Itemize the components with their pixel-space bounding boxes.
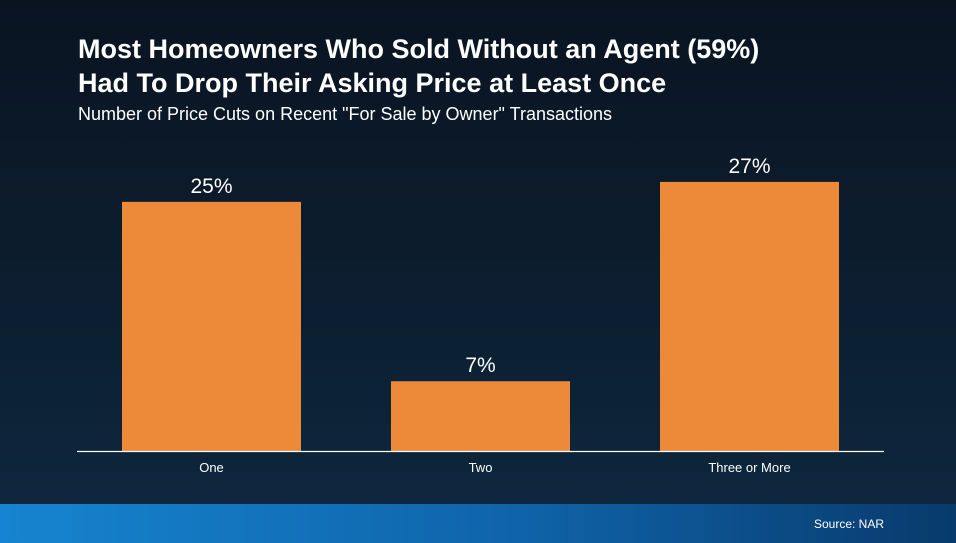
x-tick-label-two: Two — [469, 460, 493, 475]
chart-title-line-1: Most Homeowners Who Sold Without an Agen… — [78, 34, 760, 64]
bar-three-or-more — [660, 181, 839, 451]
data-label-three-or-more: 27% — [728, 155, 770, 178]
footer-bar: Source: NAR — [0, 504, 956, 543]
data-label-one: 25% — [190, 175, 232, 198]
bar-one — [122, 201, 301, 451]
bar-chart: 25% One 7% Two 27% Three or More — [122, 155, 839, 475]
source-label: Source: NAR — [813, 517, 884, 531]
bar-two — [391, 381, 570, 451]
data-label-two: 7% — [465, 354, 495, 377]
x-tick-label-three-or-more: Three or More — [708, 460, 790, 475]
chart-title-line-2: Had To Drop Their Asking Price at Least … — [78, 68, 667, 98]
chart-title: Most Homeowners Who Sold Without an Agen… — [78, 32, 918, 100]
x-tick-label-one: One — [199, 460, 224, 475]
chart-subtitle: Number of Price Cuts on Recent "For Sale… — [78, 104, 612, 124]
